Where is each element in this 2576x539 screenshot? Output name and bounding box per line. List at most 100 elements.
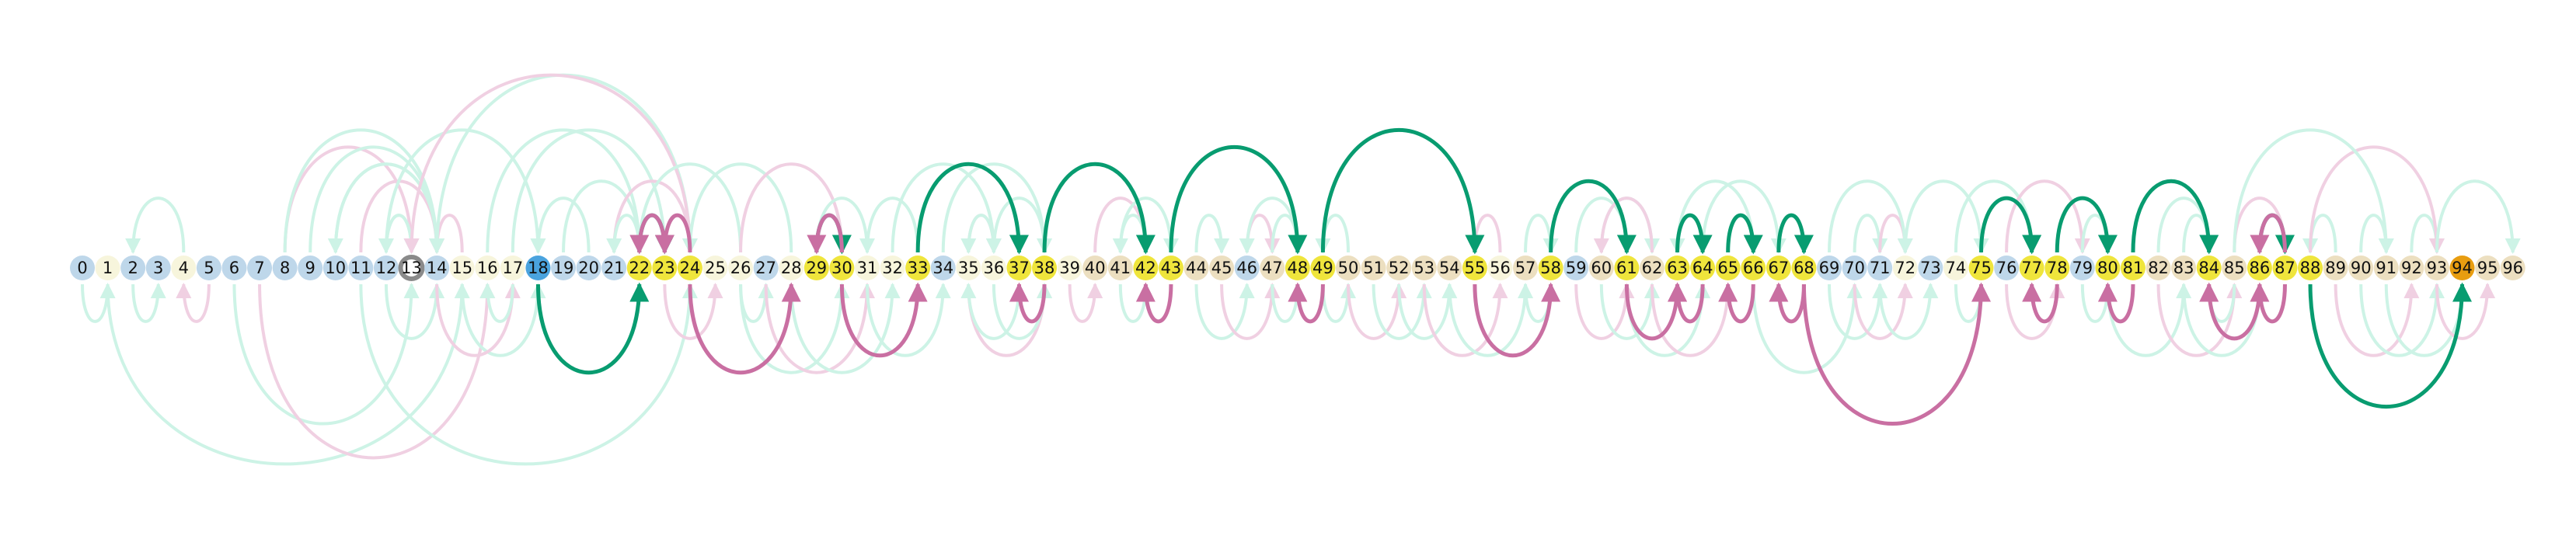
node-51[interactable]: 51 (1361, 256, 1386, 280)
node-27[interactable]: 27 (753, 256, 779, 280)
node-90[interactable]: 90 (2348, 256, 2374, 280)
node-label: 43 (1161, 259, 1182, 277)
node-49[interactable]: 49 (1310, 256, 1336, 280)
node-circle (551, 256, 577, 280)
node-77[interactable]: 77 (2019, 256, 2044, 280)
node-11[interactable]: 11 (348, 256, 374, 280)
node-54[interactable]: 54 (1437, 256, 1462, 280)
node-33[interactable]: 33 (905, 256, 931, 280)
node-79[interactable]: 79 (2069, 256, 2095, 280)
node-9[interactable]: 9 (298, 256, 323, 280)
node-38[interactable]: 38 (1032, 256, 1058, 280)
node-68[interactable]: 68 (1791, 256, 1817, 280)
node-47[interactable]: 47 (1260, 256, 1285, 280)
node-94[interactable]: 94 (2449, 256, 2475, 280)
node-1[interactable]: 1 (95, 256, 120, 280)
node-69[interactable]: 69 (1817, 256, 1842, 280)
node-96[interactable]: 96 (2500, 256, 2525, 280)
node-75[interactable]: 75 (1968, 256, 1994, 280)
node-21[interactable]: 21 (601, 256, 627, 280)
node-34[interactable]: 34 (930, 256, 956, 280)
node-70[interactable]: 70 (1842, 256, 1867, 280)
node-86[interactable]: 86 (2247, 256, 2272, 280)
node-57[interactable]: 57 (1513, 256, 1539, 280)
node-20[interactable]: 20 (576, 256, 601, 280)
node-37[interactable]: 37 (1006, 256, 1032, 280)
node-22[interactable]: 22 (626, 256, 652, 280)
node-56[interactable]: 56 (1487, 256, 1513, 280)
faint-bottom-arc-10 (359, 283, 698, 466)
node-78[interactable]: 78 (2044, 256, 2070, 280)
node-40[interactable]: 40 (1082, 256, 1108, 280)
node-83[interactable]: 83 (2171, 256, 2197, 280)
node-41[interactable]: 41 (1107, 256, 1133, 280)
node-18[interactable]: 18 (525, 256, 551, 280)
node-15[interactable]: 15 (449, 256, 475, 280)
node-32[interactable]: 32 (880, 256, 905, 280)
node-6[interactable]: 6 (221, 256, 247, 280)
node-71[interactable]: 71 (1867, 256, 1893, 280)
node-64[interactable]: 64 (1690, 256, 1716, 280)
node-58[interactable]: 58 (1538, 256, 1563, 280)
node-82[interactable]: 82 (2146, 256, 2171, 280)
node-2[interactable]: 2 (120, 256, 146, 280)
node-35[interactable]: 35 (956, 256, 981, 280)
node-95[interactable]: 95 (2475, 256, 2501, 280)
node-84[interactable]: 84 (2196, 256, 2222, 280)
node-29[interactable]: 29 (803, 256, 829, 280)
node-53[interactable]: 53 (1411, 256, 1437, 280)
node-81[interactable]: 81 (2120, 256, 2146, 280)
node-89[interactable]: 89 (2323, 256, 2348, 280)
node-16[interactable]: 16 (475, 256, 500, 280)
node-39[interactable]: 39 (1057, 256, 1082, 280)
node-28[interactable]: 28 (779, 256, 804, 280)
node-3[interactable]: 3 (145, 256, 171, 280)
node-66[interactable]: 66 (1741, 256, 1766, 280)
node-0[interactable]: 0 (70, 256, 95, 280)
node-42[interactable]: 42 (1133, 256, 1159, 280)
node-31[interactable]: 31 (854, 256, 880, 280)
node-7[interactable]: 7 (247, 256, 273, 280)
node-48[interactable]: 48 (1285, 256, 1310, 280)
node-12[interactable]: 12 (373, 256, 399, 280)
node-19[interactable]: 19 (551, 256, 577, 280)
node-24[interactable]: 24 (677, 256, 702, 280)
node-17[interactable]: 17 (500, 256, 525, 280)
node-65[interactable]: 65 (1715, 256, 1741, 280)
node-59[interactable]: 59 (1563, 256, 1589, 280)
node-93[interactable]: 93 (2424, 256, 2449, 280)
node-88[interactable]: 88 (2298, 256, 2323, 280)
node-76[interactable]: 76 (1994, 256, 2020, 280)
node-44[interactable]: 44 (1183, 256, 1209, 280)
node-80[interactable]: 80 (2095, 256, 2121, 280)
node-55[interactable]: 55 (1462, 256, 1487, 280)
node-60[interactable]: 60 (1588, 256, 1614, 280)
node-63[interactable]: 63 (1664, 256, 1690, 280)
node-67[interactable]: 67 (1766, 256, 1791, 280)
node-26[interactable]: 26 (728, 256, 754, 280)
node-46[interactable]: 46 (1234, 256, 1260, 280)
node-50[interactable]: 50 (1336, 256, 1361, 280)
node-10[interactable]: 10 (322, 256, 348, 280)
node-36[interactable]: 36 (981, 256, 1006, 280)
node-8[interactable]: 8 (272, 256, 298, 280)
node-14[interactable]: 14 (424, 256, 450, 280)
node-13[interactable]: 13 (398, 255, 425, 281)
node-52[interactable]: 52 (1386, 256, 1412, 280)
node-25[interactable]: 25 (702, 256, 728, 280)
node-30[interactable]: 30 (829, 256, 855, 280)
node-85[interactable]: 85 (2222, 256, 2247, 280)
node-23[interactable]: 23 (652, 256, 678, 280)
node-74[interactable]: 74 (1943, 256, 1968, 280)
node-61[interactable]: 61 (1614, 256, 1640, 280)
node-87[interactable]: 87 (2272, 256, 2298, 280)
node-73[interactable]: 73 (1918, 256, 1943, 280)
node-72[interactable]: 72 (1892, 256, 1918, 280)
node-62[interactable]: 62 (1639, 256, 1664, 280)
node-5[interactable]: 5 (196, 256, 221, 280)
node-4[interactable]: 4 (171, 256, 197, 280)
node-92[interactable]: 92 (2399, 256, 2424, 280)
node-91[interactable]: 91 (2373, 256, 2399, 280)
node-43[interactable]: 43 (1158, 256, 1183, 280)
node-45[interactable]: 45 (1209, 256, 1235, 280)
